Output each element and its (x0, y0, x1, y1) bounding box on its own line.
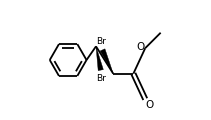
Text: Br: Br (96, 37, 106, 46)
Text: O: O (136, 42, 145, 52)
Polygon shape (96, 46, 103, 71)
Text: O: O (146, 100, 154, 110)
Polygon shape (100, 49, 113, 74)
Text: Br: Br (96, 74, 106, 83)
